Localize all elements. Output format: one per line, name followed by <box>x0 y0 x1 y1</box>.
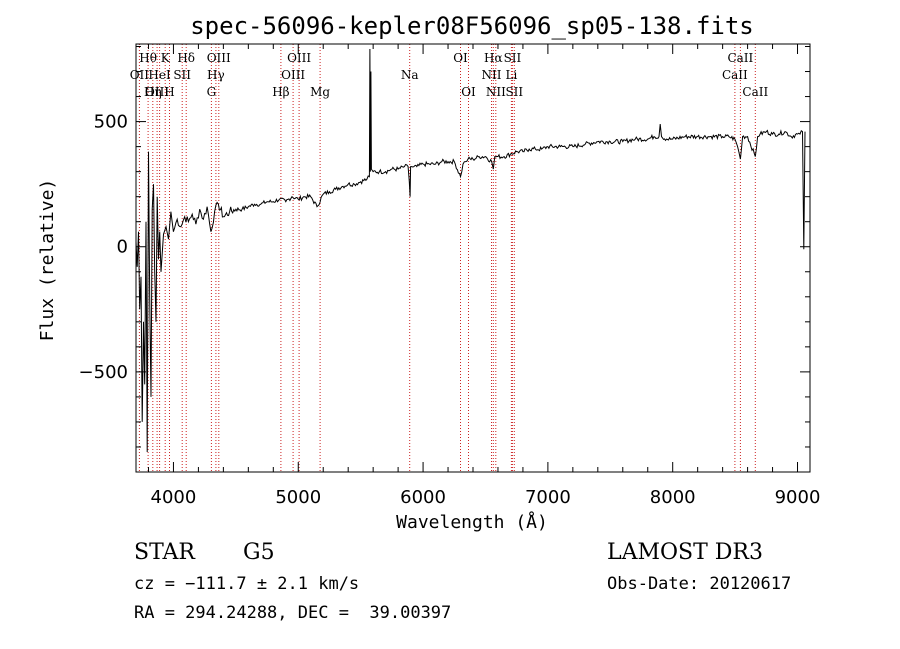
x-axis-label: Wavelength (Å) <box>396 511 548 533</box>
spectral-line-labels: Hθ OII OIII K HeI Hη H SII Hδ OIII Hγ G Hβ OIII OIII Mg… <box>130 51 769 99</box>
plot-frame <box>135 43 811 473</box>
plot-border <box>135 43 811 473</box>
x-tick-label: 7000 <box>525 487 571 508</box>
x-tick-label: 4000 <box>151 487 197 508</box>
spectral-line-label: CaII <box>727 51 753 65</box>
y-tick-label: 500 <box>94 112 128 133</box>
spectral-line-label: OI <box>453 51 468 65</box>
redshift-text: cz = −111.7 ± 2.1 km/s <box>134 574 360 594</box>
object-subclass: G5 <box>243 540 275 565</box>
spectral-line-label: Li <box>506 68 518 82</box>
object-class: STAR <box>134 540 195 565</box>
spectral-line-label: OII <box>130 68 150 82</box>
spectral-line-label: HeI <box>148 68 171 82</box>
x-tick-label: 6000 <box>400 487 446 508</box>
x-tick-label: 8000 <box>650 487 696 508</box>
spectral-line-label: OIII <box>145 85 169 99</box>
spectral-line-label: CaII <box>722 68 748 82</box>
spectral-line-label: OIII <box>281 68 305 82</box>
spectrum-line <box>135 48 806 453</box>
spectral-line-label: SII <box>173 68 191 82</box>
x-tick-label: 5000 <box>275 487 321 508</box>
spectral-line-label: Hβ <box>272 85 289 99</box>
axis-ticks: 4000 5000 6000 7000 8000 9000 −500 0 500 <box>79 44 821 508</box>
spectral-line-label: SII <box>505 85 523 99</box>
spectral-line-label: Hη <box>144 85 162 99</box>
y-axis-label: Flux (relative) <box>37 179 58 342</box>
spectral-line-label: SII <box>504 51 522 65</box>
spectral-line-label: OIII <box>287 51 311 65</box>
spectral-line-label: G <box>207 85 217 99</box>
spectral-line-label: H <box>164 85 174 99</box>
spectral-line-label: NII <box>486 85 506 99</box>
spectral-line-label: Hδ <box>177 51 195 65</box>
spectral-line-label: Hα <box>484 51 503 65</box>
spectral-line-label: CaII <box>742 85 768 99</box>
spectral-line-markers <box>138 44 756 472</box>
spectral-line-label: Hθ <box>139 51 157 65</box>
spectral-line-label: Na <box>401 68 419 82</box>
spectral-line-label: OIII <box>207 51 231 65</box>
spectral-line-label: Hγ <box>207 68 225 82</box>
x-tick-label: 9000 <box>775 487 821 508</box>
coordinates: RA = 294.24288, DEC = 39.00397 <box>134 603 452 623</box>
spectral-line-label: K <box>161 51 171 65</box>
spectral-line-label: Mg <box>310 85 330 99</box>
y-tick-label: 0 <box>117 237 128 258</box>
chart-title: spec-56096-kepler08F56096_sp05-138.fits <box>190 12 754 40</box>
obs-date: Obs-Date: 20120617 <box>607 574 792 594</box>
survey-name: LAMOST DR3 <box>607 540 763 565</box>
spectral-line-label: OI <box>461 85 476 99</box>
y-tick-label: −500 <box>79 362 128 383</box>
spectral-line-label: NII <box>481 68 501 82</box>
